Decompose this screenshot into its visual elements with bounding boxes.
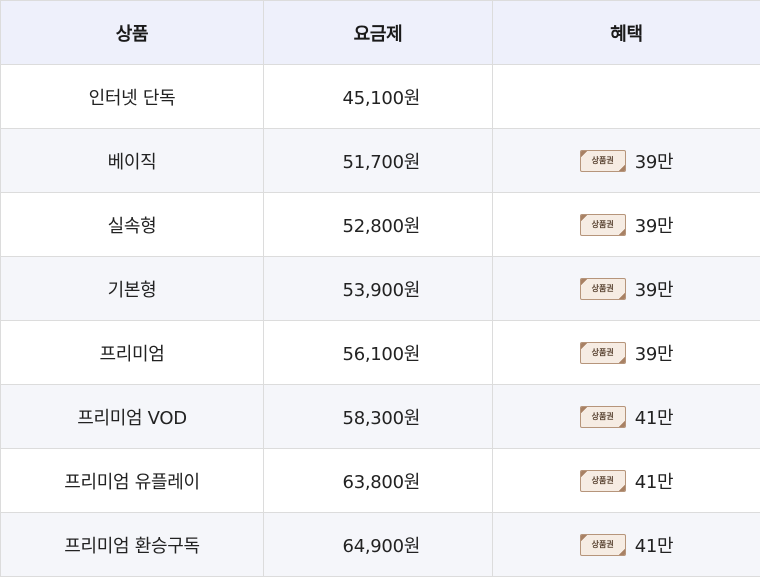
table-row: 프리미엄 환승구독 64,900원 상품권 41만 — [0, 512, 760, 577]
voucher-ribbon-corner — [580, 470, 589, 479]
benefit-amount: 41만 — [634, 407, 674, 429]
voucher-ribbon-corner — [580, 534, 589, 543]
price-cell: 58,300원 — [263, 384, 493, 449]
voucher-label: 상품권 — [591, 412, 614, 422]
product-name: 프리미엄 VOD — [0, 384, 264, 449]
price-cell: 63,800원 — [263, 448, 493, 513]
benefit-cell: 상품권 41만 — [492, 384, 760, 449]
gift-voucher-icon: 상품권 — [579, 405, 626, 428]
voucher-label: 상품권 — [591, 284, 614, 294]
table-row: 실속형 52,800원 상품권 39만 — [0, 192, 760, 257]
voucher-label: 상품권 — [591, 540, 614, 550]
benefit: 상품권 41만 — [579, 404, 674, 430]
benefit-amount: 39만 — [634, 279, 674, 301]
benefit-amount: 41만 — [634, 471, 674, 493]
benefit-cell: 상품권 39만 — [492, 192, 760, 257]
voucher-ribbon-corner — [580, 342, 589, 351]
price-value: 45,100원 — [342, 87, 421, 109]
benefit-cell: 상품권 39만 — [492, 320, 760, 385]
benefit-amount: 39만 — [634, 215, 674, 237]
voucher-ribbon-corner — [616, 354, 625, 363]
product-name: 프리미엄 환승구독 — [0, 512, 264, 577]
price-cell: 53,900원 — [263, 256, 493, 321]
product-name: 프리미엄 유플레이 — [0, 448, 264, 513]
benefit: 상품권 39만 — [579, 212, 674, 238]
voucher-label: 상품권 — [591, 476, 614, 486]
gift-voucher-icon: 상품권 — [579, 213, 626, 236]
product-name: 베이직 — [0, 128, 264, 193]
price-cell: 64,900원 — [263, 512, 493, 577]
table-row: 인터넷 단독 45,100원 — [0, 64, 760, 129]
product-name: 실속형 — [0, 192, 264, 257]
product-name: 인터넷 단독 — [0, 64, 264, 129]
price-cell: 45,100원 — [263, 64, 493, 129]
voucher-ribbon-corner — [580, 150, 589, 159]
benefit: 상품권 41만 — [579, 532, 674, 558]
header-benefit: 혜택 — [492, 0, 760, 65]
voucher-label: 상품권 — [591, 348, 614, 358]
benefit-amount: 39만 — [634, 343, 674, 365]
voucher-ribbon-corner — [616, 482, 625, 491]
benefit-cell — [492, 64, 760, 129]
benefit-cell: 상품권 41만 — [492, 512, 760, 577]
voucher-ribbon-corner — [580, 406, 589, 415]
table-row: 프리미엄 56,100원 상품권 39만 — [0, 320, 760, 385]
voucher-ribbon-corner — [580, 214, 589, 223]
price-value: 58,300원 — [342, 407, 421, 429]
voucher-ribbon-corner — [616, 418, 625, 427]
price-cell: 51,700원 — [263, 128, 493, 193]
benefit-cell: 상품권 41만 — [492, 448, 760, 513]
benefit: 상품권 39만 — [579, 148, 674, 174]
table-row: 프리미엄 유플레이 63,800원 상품권 41만 — [0, 448, 760, 513]
price-value: 63,800원 — [342, 471, 421, 493]
gift-voucher-icon: 상품권 — [579, 533, 626, 556]
voucher-ribbon-corner — [616, 162, 625, 171]
price-value: 52,800원 — [342, 215, 421, 237]
price-cell: 56,100원 — [263, 320, 493, 385]
price-value: 64,900원 — [342, 535, 421, 557]
price-value: 53,900원 — [342, 279, 421, 301]
header-price: 요금제 — [263, 0, 493, 65]
gift-voucher-icon: 상품권 — [579, 469, 626, 492]
table-row: 프리미엄 VOD 58,300원 상품권 41만 — [0, 384, 760, 449]
table-row: 베이직 51,700원 상품권 39만 — [0, 128, 760, 193]
gift-voucher-icon: 상품권 — [579, 341, 626, 364]
price-cell: 52,800원 — [263, 192, 493, 257]
voucher-ribbon-corner — [616, 226, 625, 235]
voucher-ribbon-corner — [580, 278, 589, 287]
benefit: 상품권 39만 — [579, 276, 674, 302]
product-name: 프리미엄 — [0, 320, 264, 385]
voucher-ribbon-corner — [616, 290, 625, 299]
gift-voucher-icon: 상품권 — [579, 149, 626, 172]
product-name: 기본형 — [0, 256, 264, 321]
benefit-cell: 상품권 39만 — [492, 128, 760, 193]
voucher-ribbon-corner — [616, 546, 625, 555]
benefit-amount: 41만 — [634, 535, 674, 557]
benefit: 상품권 41만 — [579, 468, 674, 494]
voucher-label: 상품권 — [591, 220, 614, 230]
table-row: 기본형 53,900원 상품권 39만 — [0, 256, 760, 321]
benefit-cell: 상품권 39만 — [492, 256, 760, 321]
header-product: 상품 — [0, 0, 264, 65]
benefit: 상품권 39만 — [579, 340, 674, 366]
voucher-label: 상품권 — [591, 156, 614, 166]
table-header-row: 상품 요금제 혜택 — [0, 0, 760, 65]
benefit-amount: 39만 — [634, 151, 674, 173]
price-value: 51,700원 — [342, 151, 421, 173]
price-value: 56,100원 — [342, 343, 421, 365]
gift-voucher-icon: 상품권 — [579, 277, 626, 300]
